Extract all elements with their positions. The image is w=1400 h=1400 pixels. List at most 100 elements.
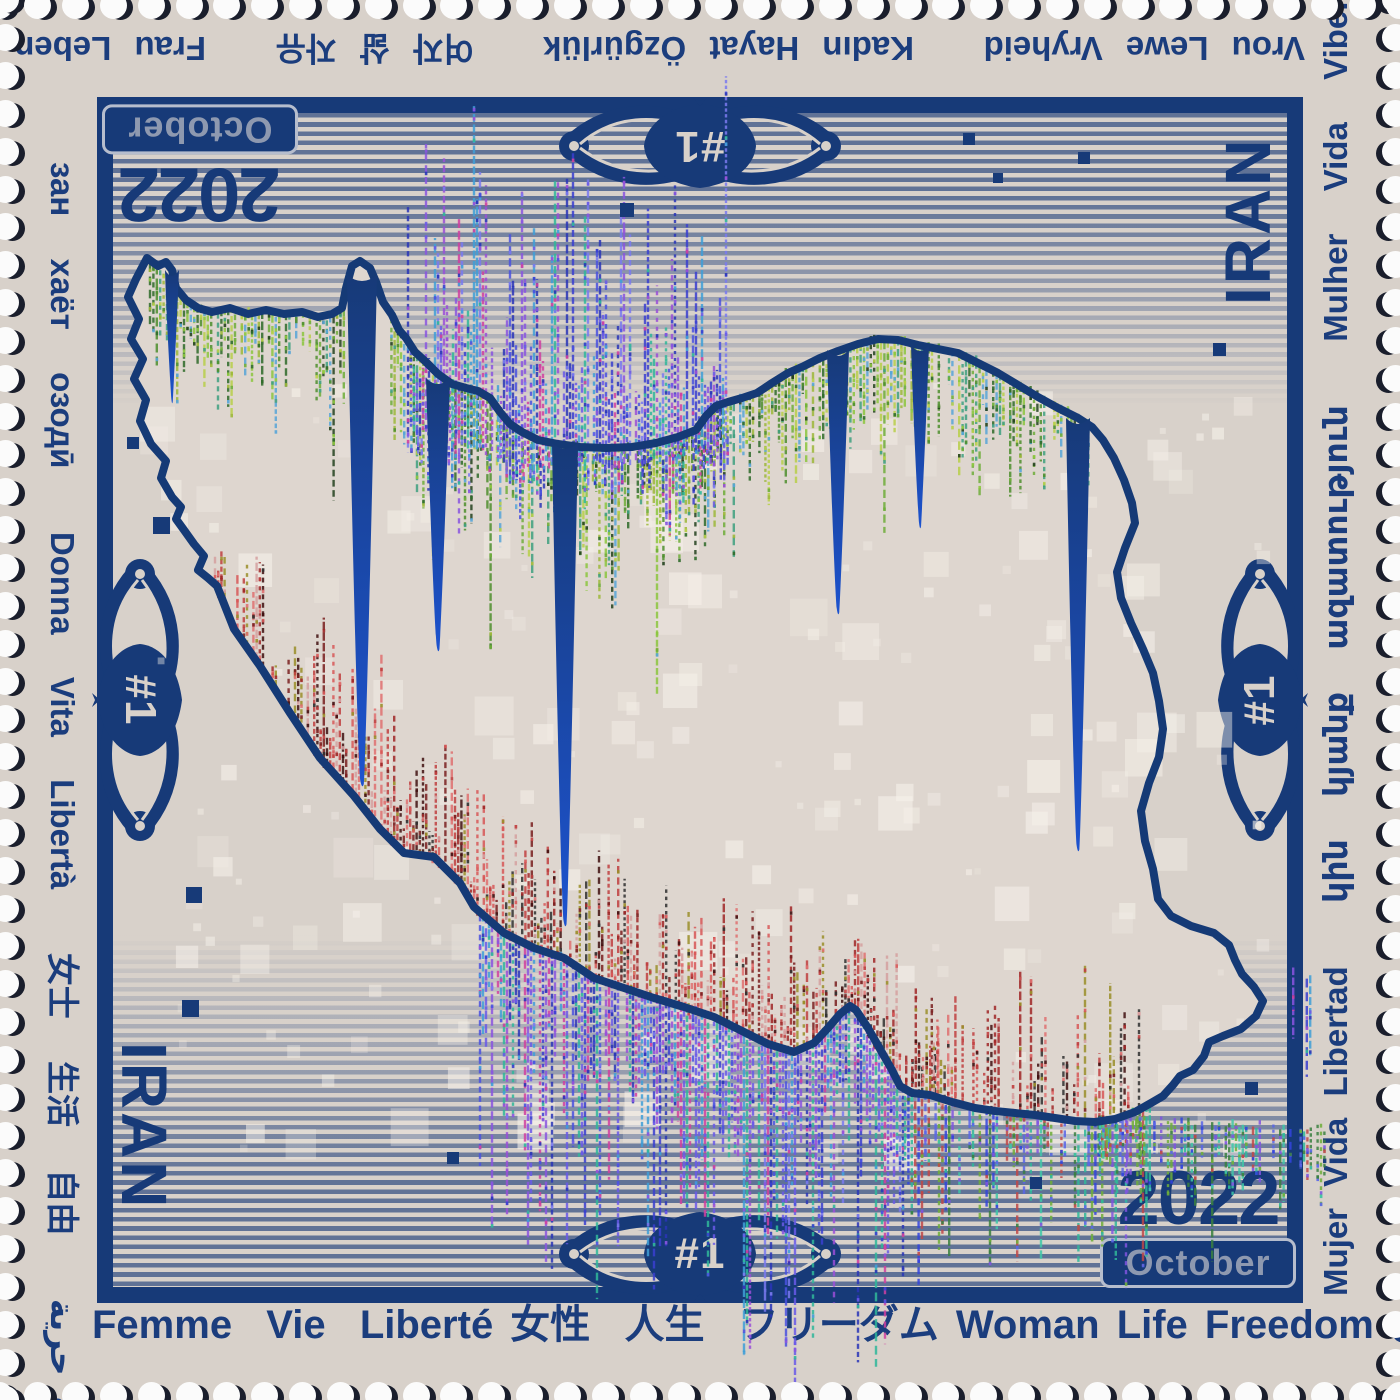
perforation-hole xyxy=(894,1381,922,1400)
perforation-hole xyxy=(932,1381,960,1400)
perforation-hole xyxy=(289,1381,317,1400)
perforation-hole xyxy=(440,0,468,19)
perforation-hole xyxy=(1381,705,1400,733)
perforation-hole xyxy=(0,440,19,468)
perforation-hole xyxy=(1381,591,1400,619)
country-name-top-right: IRAN xyxy=(1212,136,1284,305)
perforation-hole xyxy=(1381,516,1400,544)
flourish-ornament-right: #1 xyxy=(1212,550,1308,850)
perforation-hole xyxy=(0,629,19,657)
perforation-hole xyxy=(0,1272,19,1300)
perforation-hole xyxy=(516,0,544,19)
perforation-hole xyxy=(818,1381,846,1400)
perforation-hole xyxy=(781,0,808,19)
perforation-hole xyxy=(99,0,127,19)
perforation-hole xyxy=(364,0,392,19)
perforation-hole xyxy=(1121,0,1149,19)
month-box: October xyxy=(1100,1238,1296,1289)
flourish-ornament-left: #1 xyxy=(92,550,188,850)
perforation-hole xyxy=(1381,62,1400,90)
perforation-hole xyxy=(591,0,619,19)
perforation-hole xyxy=(0,1045,19,1073)
perforation-hole xyxy=(440,1381,468,1400)
perforation-hole xyxy=(705,1381,733,1400)
perforation-hole xyxy=(1381,1386,1400,1400)
perforation-hole xyxy=(0,516,19,544)
perforation-hole xyxy=(0,705,19,733)
badge-number: #1 xyxy=(1235,674,1284,726)
perforation-hole xyxy=(743,1381,771,1400)
perforation-hole xyxy=(1381,667,1400,695)
perforation-hole xyxy=(1381,970,1400,998)
perforation-hole xyxy=(0,1121,19,1149)
perforation-hole xyxy=(326,1381,354,1400)
perforation-hole xyxy=(1381,326,1400,354)
perforation-hole xyxy=(213,1381,241,1400)
perforation-hole xyxy=(0,364,19,392)
perforation-hole xyxy=(894,0,922,19)
stamp-frame xyxy=(97,97,1303,1303)
perforation-hole xyxy=(478,1381,506,1400)
perforation-hole xyxy=(1381,743,1400,771)
perforation-hole xyxy=(591,1381,619,1400)
perforation-hole xyxy=(1197,1381,1225,1400)
year-block-top-left: 2022 October xyxy=(102,104,298,237)
month-text: October xyxy=(127,109,273,150)
perforation-hole xyxy=(1381,894,1400,922)
perforation-hole xyxy=(0,1348,19,1376)
perforation-hole xyxy=(970,0,998,19)
border-text-bottom: Femme Vie Liberté 女性 人生 フリーダム Woman Life… xyxy=(92,1303,1400,1347)
border-text-left: зан хаёт озодӣ Donna Vita Libertà 女士 生活 … xyxy=(44,162,81,1400)
year-text: 2022 xyxy=(119,151,281,237)
border-text-top: Vrou Lewe Vryheid Kadın Hayat Özgürlük 여… xyxy=(0,30,1305,67)
perforation-hole xyxy=(137,0,165,19)
perforation-hole xyxy=(0,1159,19,1187)
perforation-hole xyxy=(0,0,14,19)
perforation-hole xyxy=(705,0,733,19)
perforation-hole xyxy=(1381,289,1400,317)
perforation-hole xyxy=(0,553,19,581)
perforation-hole xyxy=(0,932,19,960)
flourish-ornament-top: #1 xyxy=(550,98,850,194)
perforation-hole xyxy=(553,0,581,19)
perforation-hole xyxy=(0,326,19,354)
perforation-hole xyxy=(932,0,960,19)
perforation-hole xyxy=(0,1197,19,1225)
perforation-hole xyxy=(213,0,241,19)
perforation-hole xyxy=(553,1381,581,1400)
perforation-hole xyxy=(0,478,19,506)
perforation-hole xyxy=(0,591,19,619)
perforation-hole xyxy=(667,0,695,19)
perforation-hole xyxy=(0,743,19,771)
perforation-hole xyxy=(1381,1045,1400,1073)
perforation-hole xyxy=(1381,553,1400,581)
perforation-hole xyxy=(0,1310,19,1338)
perforation-hole xyxy=(1386,1381,1400,1400)
perforation-hole xyxy=(781,1381,808,1400)
pinstripe-fade-overlay xyxy=(113,113,1287,1287)
badge-number: #1 xyxy=(674,122,726,171)
perforation-hole xyxy=(1381,1235,1400,1263)
perforation-hole xyxy=(175,1381,203,1400)
perforation-hole xyxy=(0,1008,19,1036)
perforation-hole xyxy=(1381,213,1400,241)
flourish-graphic xyxy=(559,98,841,188)
perforation-hole xyxy=(1381,1159,1400,1187)
perforation-hole xyxy=(1381,932,1400,960)
border-text-right: Mujer Vida Libertad կին կյանք ազատությու… xyxy=(1317,0,1354,1296)
perforation-hole xyxy=(1381,364,1400,392)
perforation-hole xyxy=(1381,1348,1400,1376)
badge-number: #1 xyxy=(116,674,165,726)
perforation-hole xyxy=(1159,0,1187,19)
year-block-bottom-right: 2022 October xyxy=(1100,1160,1296,1289)
perforation-hole xyxy=(1381,781,1400,808)
perforation-hole xyxy=(818,0,846,19)
perforation-hole xyxy=(743,0,771,19)
perforation-hole xyxy=(1381,0,1400,14)
perforation-hole xyxy=(0,1381,14,1400)
perforation-hole xyxy=(1045,1381,1073,1400)
perforation-hole xyxy=(0,402,19,430)
perforation-hole xyxy=(1381,1197,1400,1225)
perforation-hole xyxy=(1381,440,1400,468)
